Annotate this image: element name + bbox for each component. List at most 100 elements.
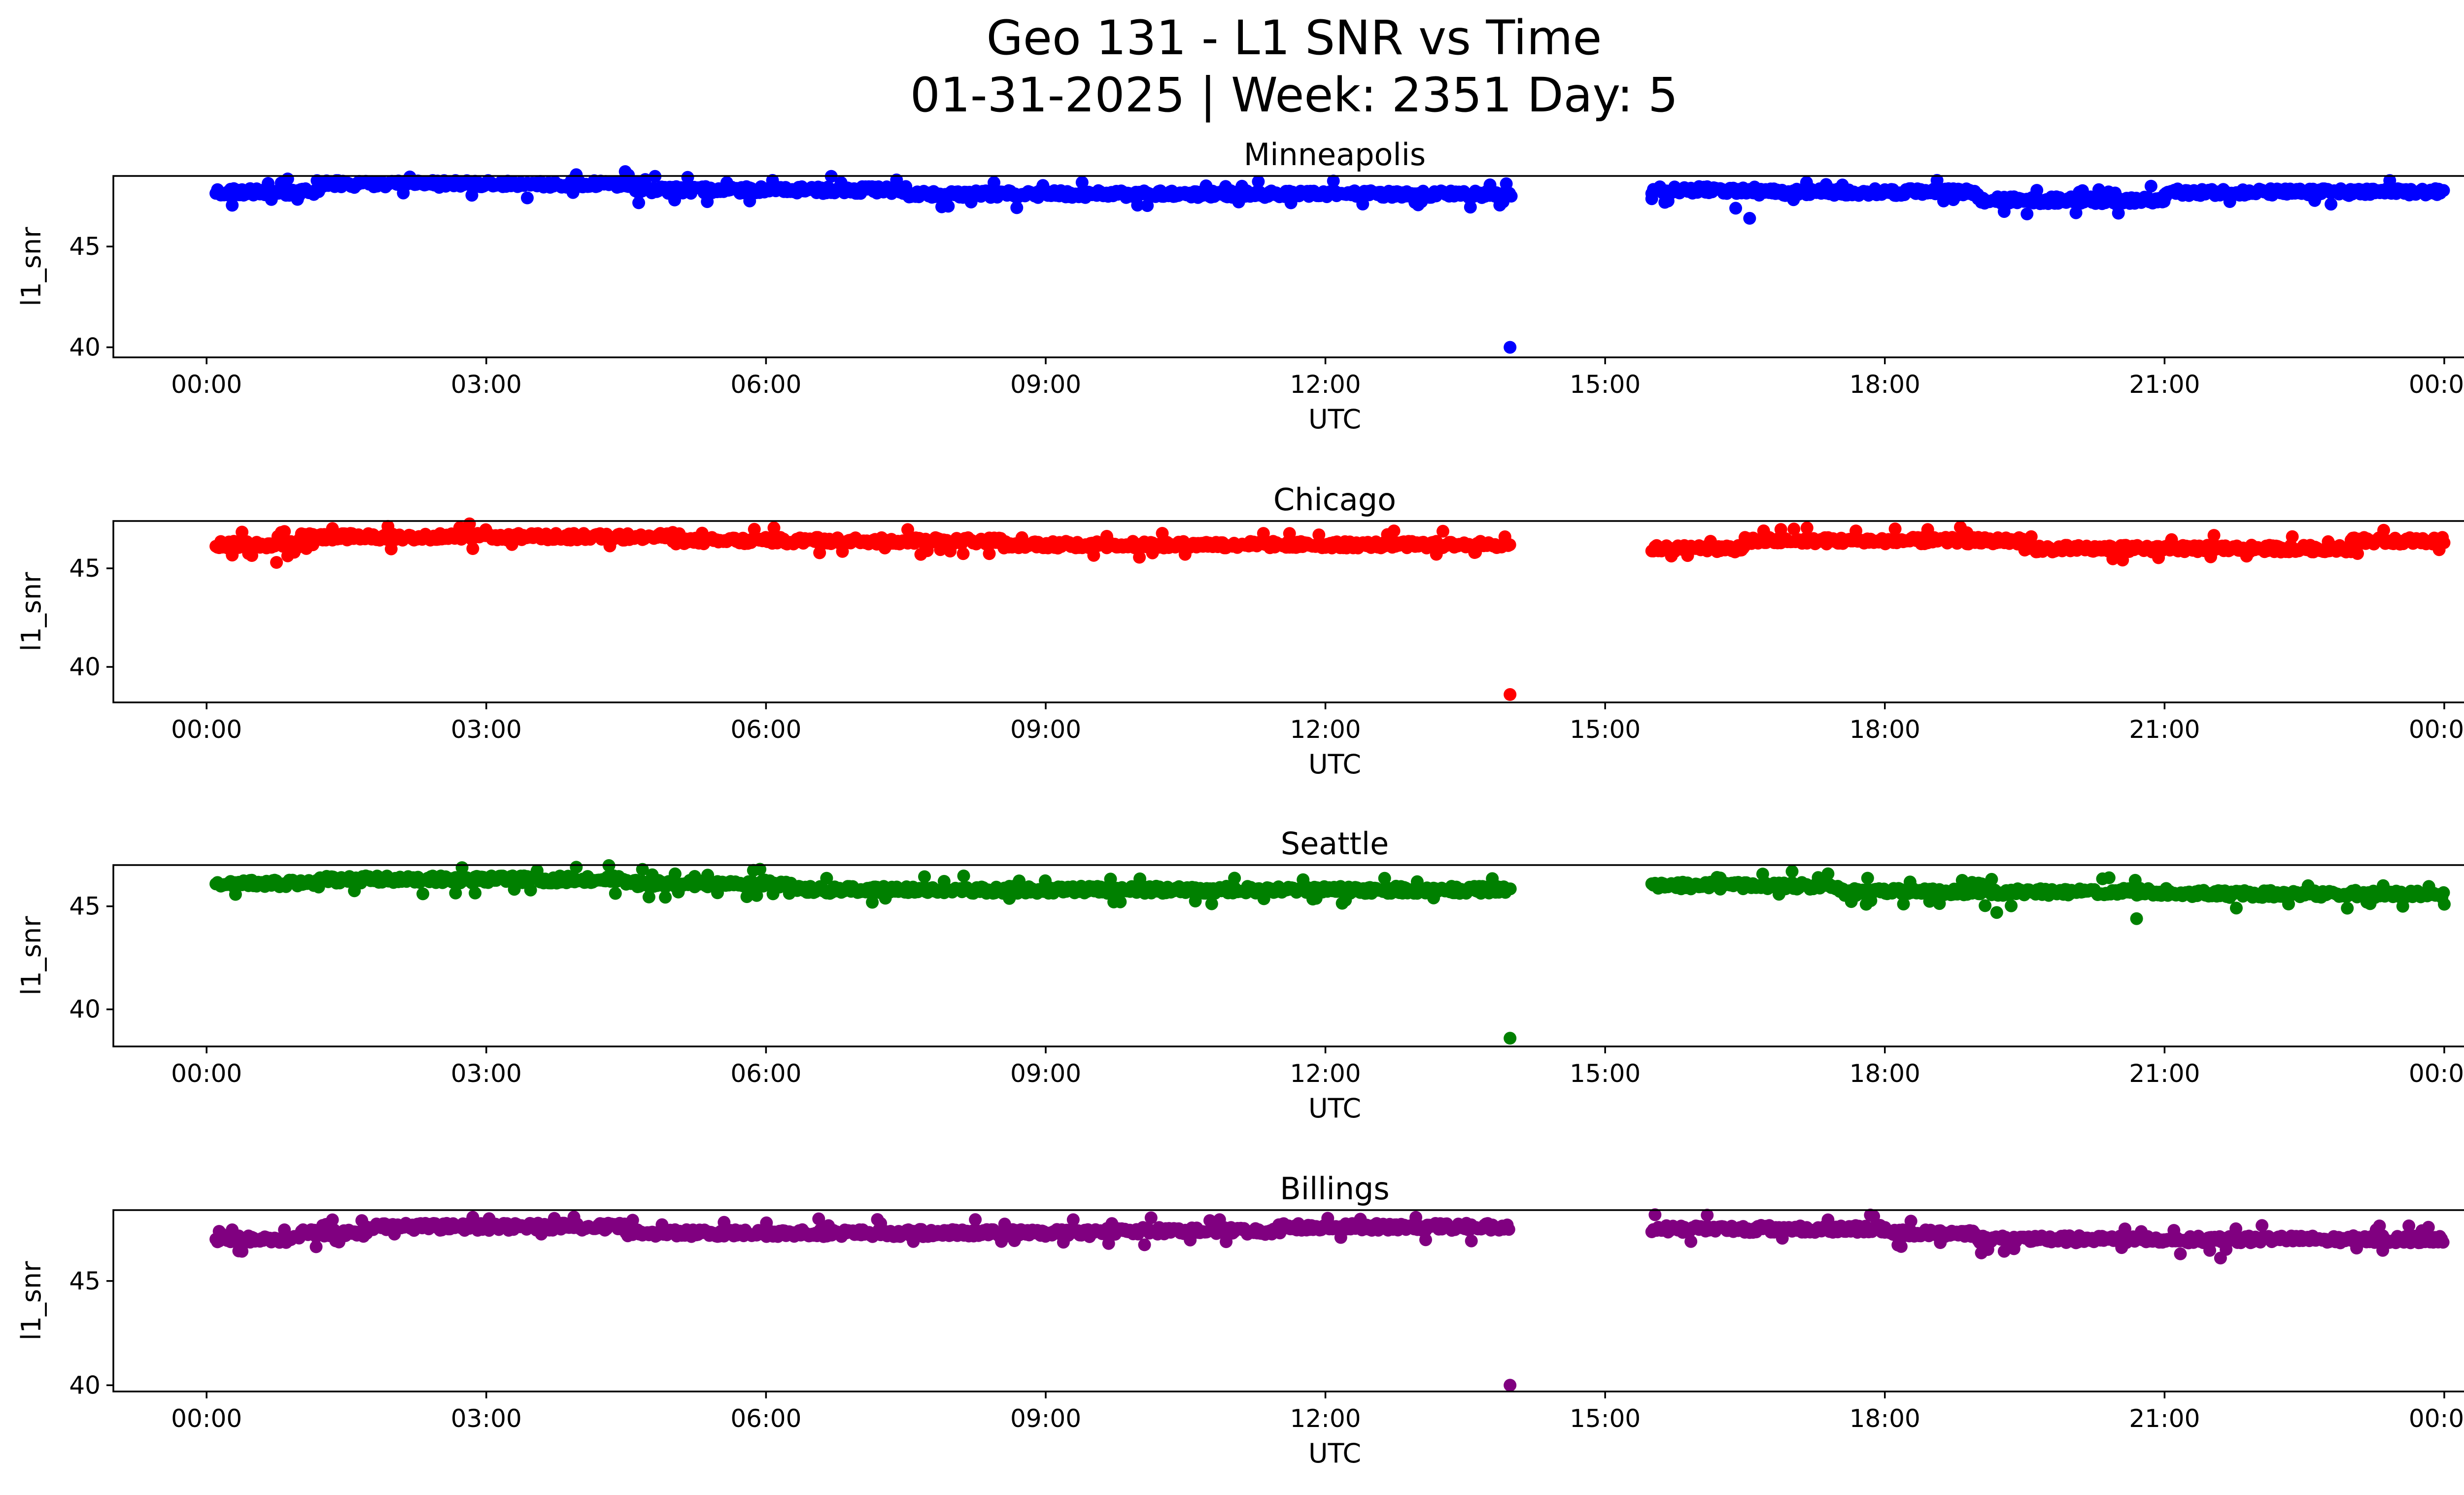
y-tick-label-minneapolis: 45 bbox=[69, 232, 101, 261]
data-point bbox=[918, 870, 931, 883]
data-point bbox=[1437, 524, 1449, 538]
panel-title-seattle: Seattle bbox=[1281, 826, 1389, 862]
x-tick-label-chicago: 06:00 bbox=[730, 715, 801, 744]
data-point bbox=[1010, 201, 1024, 214]
y-tick-label-seattle: 45 bbox=[69, 892, 101, 921]
data-point bbox=[2351, 547, 2364, 560]
data-point bbox=[1114, 895, 1127, 908]
figure-title-line2: 01-31-2025 | Week: 2351 Day: 5 bbox=[910, 68, 1678, 123]
data-point bbox=[748, 522, 761, 536]
data-point bbox=[1066, 1213, 1080, 1226]
data-point bbox=[901, 523, 914, 536]
data-point-outlier bbox=[1504, 1032, 1517, 1045]
x-tick-label-chicago: 15:00 bbox=[1570, 715, 1641, 744]
x-axis-label-seattle: UTC bbox=[1308, 1093, 1361, 1124]
data-point bbox=[2030, 184, 2044, 197]
data-point bbox=[2024, 530, 2038, 543]
data-point-dip bbox=[1859, 898, 1873, 911]
x-tick-label-seattle: 18:00 bbox=[1849, 1059, 1920, 1088]
data-point-outlier bbox=[1504, 341, 1517, 354]
data-point bbox=[226, 199, 239, 212]
data-point bbox=[1228, 871, 1241, 885]
data-point bbox=[1075, 176, 1089, 189]
data-point-dip bbox=[1990, 906, 2003, 919]
data-point bbox=[767, 521, 781, 534]
data-point bbox=[1141, 199, 1154, 212]
x-tick-label-chicago: 18:00 bbox=[1849, 715, 1920, 744]
data-point bbox=[1252, 175, 1265, 188]
data-point bbox=[1985, 872, 1998, 886]
data-point bbox=[957, 869, 970, 883]
x-tick-label-seattle: 00:00 bbox=[2409, 1059, 2464, 1088]
data-point bbox=[2437, 886, 2450, 899]
data-point bbox=[1356, 198, 1369, 210]
y-tick-label-chicago: 40 bbox=[69, 653, 101, 681]
data-point bbox=[1504, 882, 1517, 896]
data-point bbox=[1503, 538, 1516, 552]
data-point bbox=[465, 189, 479, 202]
data-point bbox=[1378, 871, 1391, 885]
x-tick-label-minneapolis: 00:00 bbox=[2409, 370, 2464, 399]
panels-group: Minneapolis 40 45 00:00 03:00 06:00 09:00 12:00… bbox=[16, 137, 2464, 1469]
data-point-dip bbox=[2130, 912, 2143, 925]
data-point bbox=[681, 171, 694, 184]
x-tick-label-minneapolis: 06:00 bbox=[730, 370, 801, 399]
x-tick-label-seattle: 06:00 bbox=[730, 1059, 801, 1088]
x-tick-label-chicago: 09:00 bbox=[1010, 715, 1081, 744]
data-point bbox=[384, 542, 398, 556]
x-tick-label-minneapolis: 03:00 bbox=[451, 370, 522, 399]
axes-frame-minneapolis bbox=[112, 175, 2464, 358]
data-point bbox=[1821, 867, 1835, 880]
panel-title-minneapolis: Minneapolis bbox=[1244, 137, 1426, 173]
figure-title-line1: Geo 131 - L1 SNR vs Time bbox=[987, 10, 1602, 66]
data-point bbox=[1888, 522, 1902, 535]
y-axis-label-seattle: l1_snr bbox=[16, 916, 47, 996]
data-point-dip bbox=[1757, 524, 1770, 537]
data-point bbox=[2377, 523, 2390, 537]
x-tick-label-seattle: 15:00 bbox=[1570, 1059, 1641, 1088]
data-point-dip bbox=[270, 556, 283, 569]
data-point bbox=[278, 525, 291, 538]
y-axis-label-minneapolis: l1_snr bbox=[16, 227, 47, 307]
data-point bbox=[632, 196, 646, 209]
data-point bbox=[2069, 206, 2083, 219]
data-point bbox=[659, 891, 672, 904]
data-point bbox=[1133, 551, 1146, 564]
data-point bbox=[2341, 902, 2354, 915]
data-point bbox=[1327, 174, 1340, 188]
data-point bbox=[609, 887, 622, 900]
data-point bbox=[326, 1213, 339, 1226]
x-tick-label-chicago: 00:00 bbox=[2409, 715, 2464, 744]
x-tick-label-seattle: 09:00 bbox=[1010, 1059, 1081, 1088]
data-point bbox=[957, 547, 970, 560]
x-tick-label-minneapolis: 12:00 bbox=[1290, 370, 1361, 399]
data-point bbox=[2383, 174, 2396, 187]
x-axis-label-chicago: UTC bbox=[1308, 749, 1361, 780]
data-point bbox=[1087, 549, 1100, 562]
data-point bbox=[2437, 536, 2451, 549]
y-axis-label-chicago: l1_snr bbox=[16, 572, 47, 652]
data-point bbox=[2005, 899, 2018, 912]
x-axis-label-minneapolis: UTC bbox=[1308, 404, 1361, 435]
x-tick-label-minneapolis: 18:00 bbox=[1849, 370, 1920, 399]
data-point bbox=[1785, 865, 1799, 878]
data-point bbox=[281, 173, 294, 185]
data-point bbox=[469, 886, 482, 900]
x-tick-label-chicago: 00:00 bbox=[171, 715, 242, 744]
data-point bbox=[1138, 1238, 1151, 1252]
x-tick-label-seattle: 12:00 bbox=[1290, 1059, 1361, 1088]
panel-title-billings: Billings bbox=[1280, 1171, 1389, 1207]
data-point bbox=[988, 176, 1000, 189]
data-point bbox=[1131, 199, 1144, 212]
data-point bbox=[2102, 871, 2116, 884]
data-point bbox=[416, 887, 430, 901]
data-points-chicago bbox=[209, 517, 2451, 701]
data-point bbox=[1283, 527, 1296, 540]
x-tick-label-minneapolis: 09:00 bbox=[1010, 370, 1081, 399]
data-point-dip bbox=[1729, 202, 1743, 215]
data-point bbox=[245, 549, 258, 562]
data-point bbox=[942, 200, 955, 213]
x-tick-label-chicago: 21:00 bbox=[2129, 715, 2200, 744]
